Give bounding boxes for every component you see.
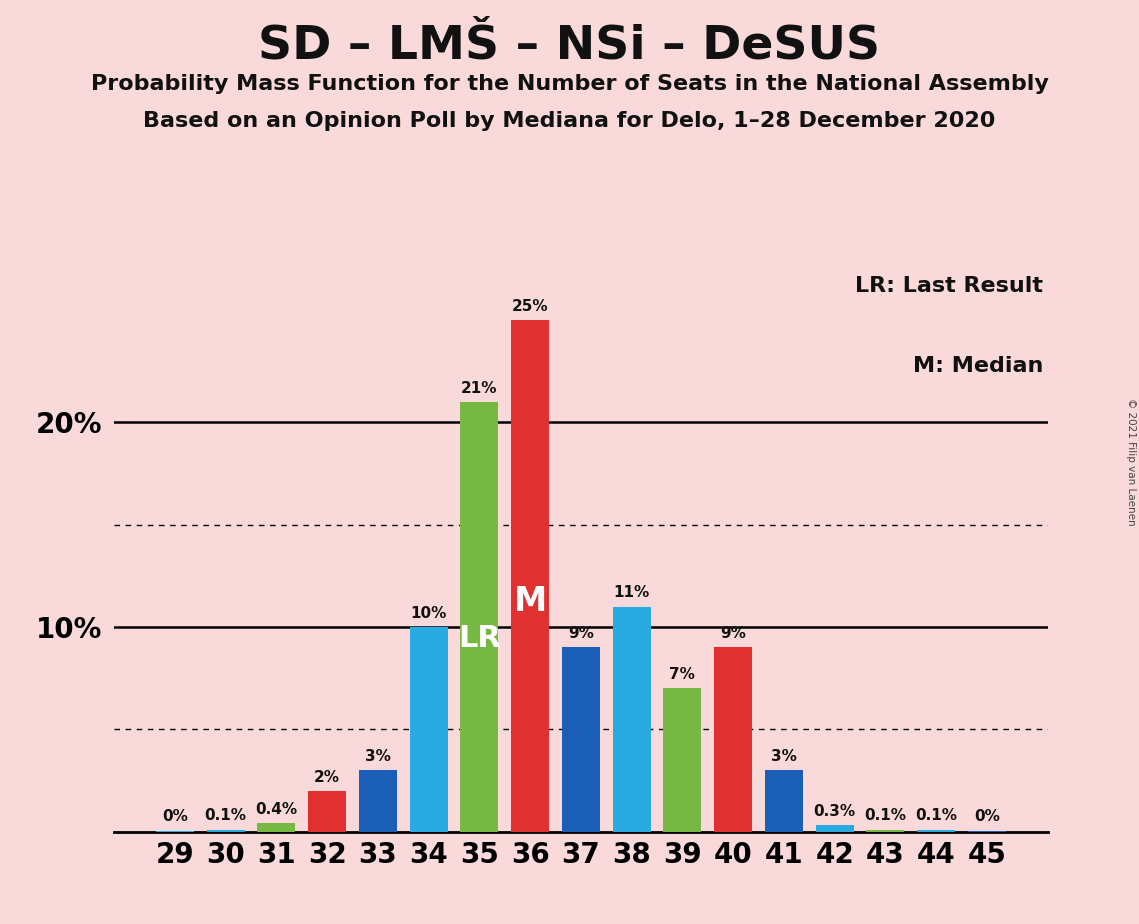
- Bar: [511, 320, 549, 832]
- Bar: [663, 688, 702, 832]
- Text: Based on an Opinion Poll by Mediana for Delo, 1–28 December 2020: Based on an Opinion Poll by Mediana for …: [144, 111, 995, 131]
- Text: 9%: 9%: [720, 626, 746, 641]
- Text: LR: Last Result: LR: Last Result: [855, 276, 1043, 296]
- Bar: [714, 648, 752, 832]
- Text: 7%: 7%: [670, 667, 695, 682]
- Text: 0.1%: 0.1%: [916, 808, 957, 823]
- Text: LR: LR: [458, 624, 501, 652]
- Text: 2%: 2%: [314, 770, 341, 784]
- Bar: [206, 830, 245, 832]
- Text: 0.1%: 0.1%: [205, 808, 246, 823]
- Text: 0.1%: 0.1%: [865, 808, 907, 823]
- Text: 3%: 3%: [364, 749, 391, 764]
- Bar: [460, 402, 499, 832]
- Bar: [613, 606, 650, 832]
- Bar: [968, 831, 1006, 832]
- Text: 9%: 9%: [568, 626, 593, 641]
- Text: 3%: 3%: [771, 749, 797, 764]
- Bar: [867, 830, 904, 832]
- Bar: [359, 771, 396, 832]
- Bar: [156, 831, 194, 832]
- Text: M: M: [514, 585, 547, 618]
- Bar: [562, 648, 600, 832]
- Text: © 2021 Filip van Laenen: © 2021 Filip van Laenen: [1126, 398, 1136, 526]
- Bar: [308, 791, 346, 832]
- Text: 10%: 10%: [410, 606, 446, 621]
- Text: 11%: 11%: [614, 586, 649, 601]
- Bar: [816, 825, 854, 832]
- Bar: [765, 771, 803, 832]
- Text: SD – LMŠ – NSi – DeSUS: SD – LMŠ – NSi – DeSUS: [259, 23, 880, 68]
- Text: 0.3%: 0.3%: [813, 804, 855, 820]
- Text: 25%: 25%: [511, 299, 549, 314]
- Text: 0%: 0%: [974, 809, 1000, 824]
- Text: Probability Mass Function for the Number of Seats in the National Assembly: Probability Mass Function for the Number…: [91, 74, 1048, 94]
- Bar: [917, 830, 956, 832]
- Text: 21%: 21%: [461, 381, 498, 395]
- Bar: [410, 627, 448, 832]
- Bar: [257, 823, 295, 832]
- Text: 0%: 0%: [162, 809, 188, 824]
- Text: M: Median: M: Median: [912, 356, 1043, 376]
- Text: 0.4%: 0.4%: [255, 802, 297, 817]
